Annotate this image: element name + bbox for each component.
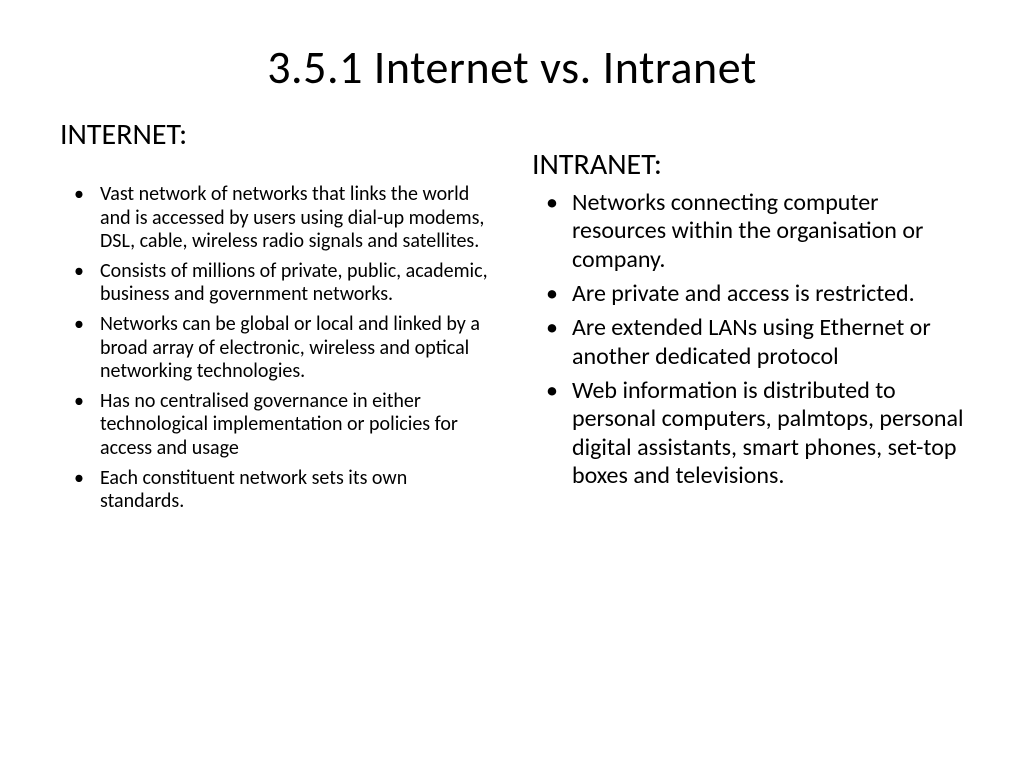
two-column-layout: INTERNET: Vast network of networks that … <box>60 116 964 520</box>
list-item: Networks connecting computer resources w… <box>532 189 964 274</box>
slide-title: 3.5.1 Internet vs. Intranet <box>60 40 964 96</box>
list-item: Networks can be global or local and link… <box>60 313 492 384</box>
list-item: Web information is distributed to person… <box>532 377 964 490</box>
list-item: Are extended LANs using Ethernet or anot… <box>532 314 964 371</box>
list-item: Are private and access is restricted. <box>532 280 964 308</box>
list-item: Consists of millions of private, public,… <box>60 260 492 307</box>
list-item: Vast network of networks that links the … <box>60 183 492 254</box>
list-item: Has no centralised governance in either … <box>60 390 492 461</box>
right-heading: INTRANET: <box>532 146 964 183</box>
list-item: Each constituent network sets its own st… <box>60 467 492 514</box>
right-bullet-list: Networks connecting computer resources w… <box>532 189 964 490</box>
slide: 3.5.1 Internet vs. Intranet INTERNET: Va… <box>0 0 1024 768</box>
right-column: INTRANET: Networks connecting computer r… <box>532 116 964 520</box>
left-heading: INTERNET: <box>60 116 492 153</box>
left-column: INTERNET: Vast network of networks that … <box>60 116 492 520</box>
left-bullet-list: Vast network of networks that links the … <box>60 183 492 514</box>
